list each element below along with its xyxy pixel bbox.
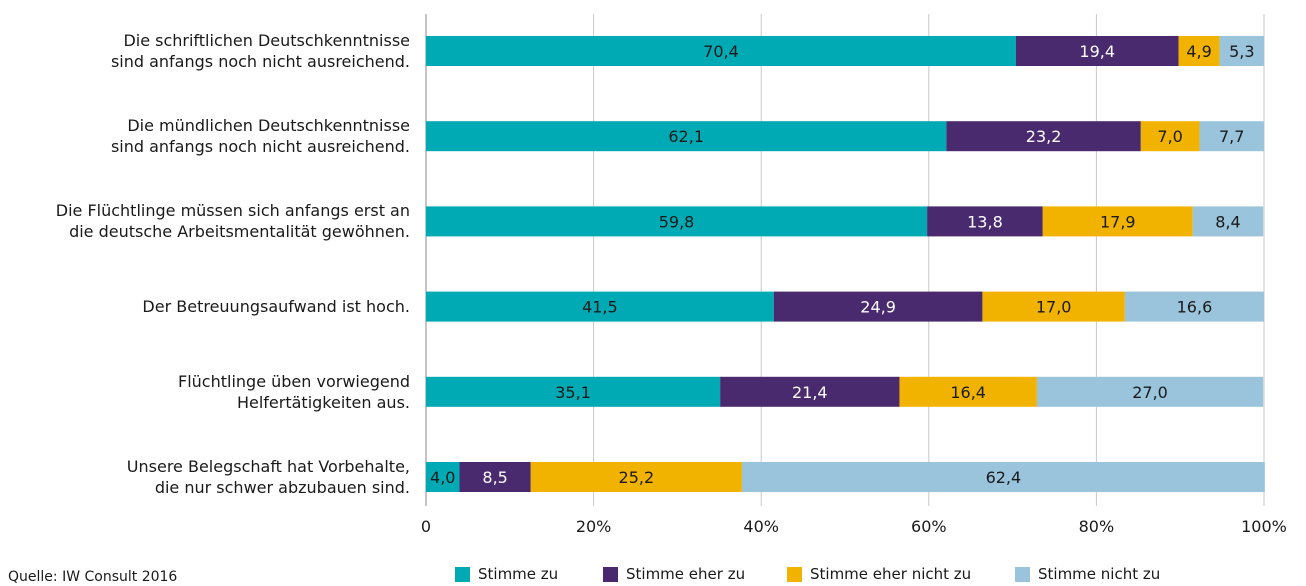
bar-segment bbox=[1015, 36, 1179, 66]
category-label-line: Der Betreuungsaufwand ist hoch. bbox=[142, 297, 410, 317]
data-label: 4,0 bbox=[430, 468, 455, 487]
data-label: 13,8 bbox=[967, 212, 1003, 231]
category-label: Unsere Belegschaft hat Vorbehalte, die nu… bbox=[0, 456, 410, 498]
legend-item: Stimme eher zu bbox=[603, 564, 745, 584]
bar-segment bbox=[426, 206, 928, 237]
category-label-line: Die schriftlichen Deutschkenntnisse bbox=[123, 31, 410, 50]
bar-segment bbox=[1140, 121, 1200, 152]
bar-segment bbox=[982, 291, 1125, 322]
bar-segment bbox=[1042, 206, 1193, 237]
bar-segment bbox=[1199, 121, 1264, 152]
category-label: Die schriftlichen Deutschkenntnisse sind … bbox=[0, 30, 410, 72]
legend-item: Stimme nicht zu bbox=[1015, 564, 1160, 584]
data-label: 8,4 bbox=[1215, 212, 1240, 231]
bar-segment bbox=[741, 462, 1265, 492]
data-label: 41,5 bbox=[582, 298, 618, 317]
legend-label: Stimme eher nicht zu bbox=[810, 565, 972, 583]
legend-swatch bbox=[1015, 566, 1030, 582]
category-label-line: die deutsche Arbeitsmentalität gewöhnen. bbox=[69, 222, 410, 242]
data-label: 24,9 bbox=[860, 298, 896, 317]
data-label: 62,4 bbox=[986, 468, 1022, 487]
data-label: 17,0 bbox=[1036, 298, 1072, 317]
bar-segment bbox=[1036, 376, 1264, 407]
bar-segment bbox=[1192, 206, 1264, 237]
data-label: 5,3 bbox=[1229, 42, 1254, 61]
bar-segment bbox=[720, 376, 900, 407]
legend-item: Stimme zu bbox=[455, 564, 558, 584]
data-label: 8,5 bbox=[482, 468, 507, 487]
data-label: 21,4 bbox=[792, 383, 828, 402]
x-tick-label: 100% bbox=[1241, 517, 1287, 536]
bar-segment bbox=[426, 121, 947, 152]
bar-segment bbox=[1178, 36, 1220, 66]
data-label: 35,1 bbox=[555, 383, 591, 402]
category-label-line: Unsere Belegschaft hat Vorbehalte, bbox=[126, 457, 410, 476]
data-label: 16,4 bbox=[950, 383, 986, 402]
data-label: 25,2 bbox=[619, 468, 655, 487]
data-label: 59,8 bbox=[659, 212, 695, 231]
category-label-line: sind anfangs noch nicht ausreichend. bbox=[110, 137, 410, 157]
x-tick-label: 40% bbox=[743, 517, 779, 536]
category-label-line: die nur schwer abzubauen sind. bbox=[154, 478, 410, 497]
bar-segment bbox=[426, 291, 774, 322]
x-tick-label: 0 bbox=[421, 517, 431, 536]
legend-swatch bbox=[455, 566, 470, 582]
category-label-line: Die mündlichen Deutschkenntnisse bbox=[127, 116, 410, 136]
data-label: 17,9 bbox=[1100, 212, 1136, 231]
bar-segment bbox=[927, 206, 1043, 237]
data-label: 16,6 bbox=[1177, 298, 1213, 317]
data-label: 23,2 bbox=[1026, 127, 1062, 146]
x-tick-label: 20% bbox=[576, 517, 612, 536]
data-label: 4,9 bbox=[1186, 42, 1211, 61]
bar-segment bbox=[946, 121, 1141, 152]
bar-segment bbox=[1124, 291, 1264, 322]
data-label: 7,7 bbox=[1219, 127, 1244, 146]
source-note: Quelle: IW Consult 2016 bbox=[8, 569, 178, 585]
bar-segment bbox=[530, 462, 742, 492]
legend-item: Stimme eher nicht zu bbox=[787, 564, 971, 584]
legend-label: Stimme nicht zu bbox=[1038, 565, 1161, 583]
category-label: Die mündlichen Deutschkenntnisse sind anf… bbox=[0, 115, 410, 157]
bar-segment bbox=[1219, 36, 1264, 66]
category-label-line: Flüchtlinge üben vorwiegend bbox=[178, 371, 410, 391]
x-tick-label: 60% bbox=[911, 517, 947, 536]
data-label: 19,4 bbox=[1079, 42, 1115, 61]
bar-segment bbox=[773, 291, 983, 322]
category-label: Die Flüchtlinge müssen sich anfangs erst… bbox=[0, 200, 410, 242]
category-label: Flüchtlinge üben vorwiegend Helfertätigke… bbox=[0, 371, 410, 413]
legend-swatch bbox=[787, 566, 802, 582]
data-label: 70,4 bbox=[703, 42, 739, 61]
category-label: Der Betreuungsaufwand ist hoch. bbox=[0, 296, 410, 317]
category-label-line: sind anfangs noch nicht ausreichend. bbox=[110, 52, 410, 71]
category-label-line: Helfertätigkeiten aus. bbox=[236, 392, 410, 412]
x-tick-label: 80% bbox=[1079, 517, 1115, 536]
bar-segment bbox=[899, 376, 1037, 407]
data-label: 62,1 bbox=[668, 127, 704, 146]
bar-segment bbox=[426, 36, 1016, 66]
data-label: 27,0 bbox=[1132, 383, 1168, 402]
legend-swatch bbox=[603, 566, 618, 582]
legend-label: Stimme eher zu bbox=[626, 565, 746, 583]
bar-segment bbox=[426, 376, 721, 407]
category-label-line: Die Flüchtlinge müssen sich anfangs erst… bbox=[55, 201, 410, 221]
bar-segment bbox=[459, 462, 531, 492]
data-label: 7,0 bbox=[1157, 127, 1182, 146]
legend-label: Stimme zu bbox=[478, 565, 559, 583]
bar-segment bbox=[426, 462, 460, 492]
